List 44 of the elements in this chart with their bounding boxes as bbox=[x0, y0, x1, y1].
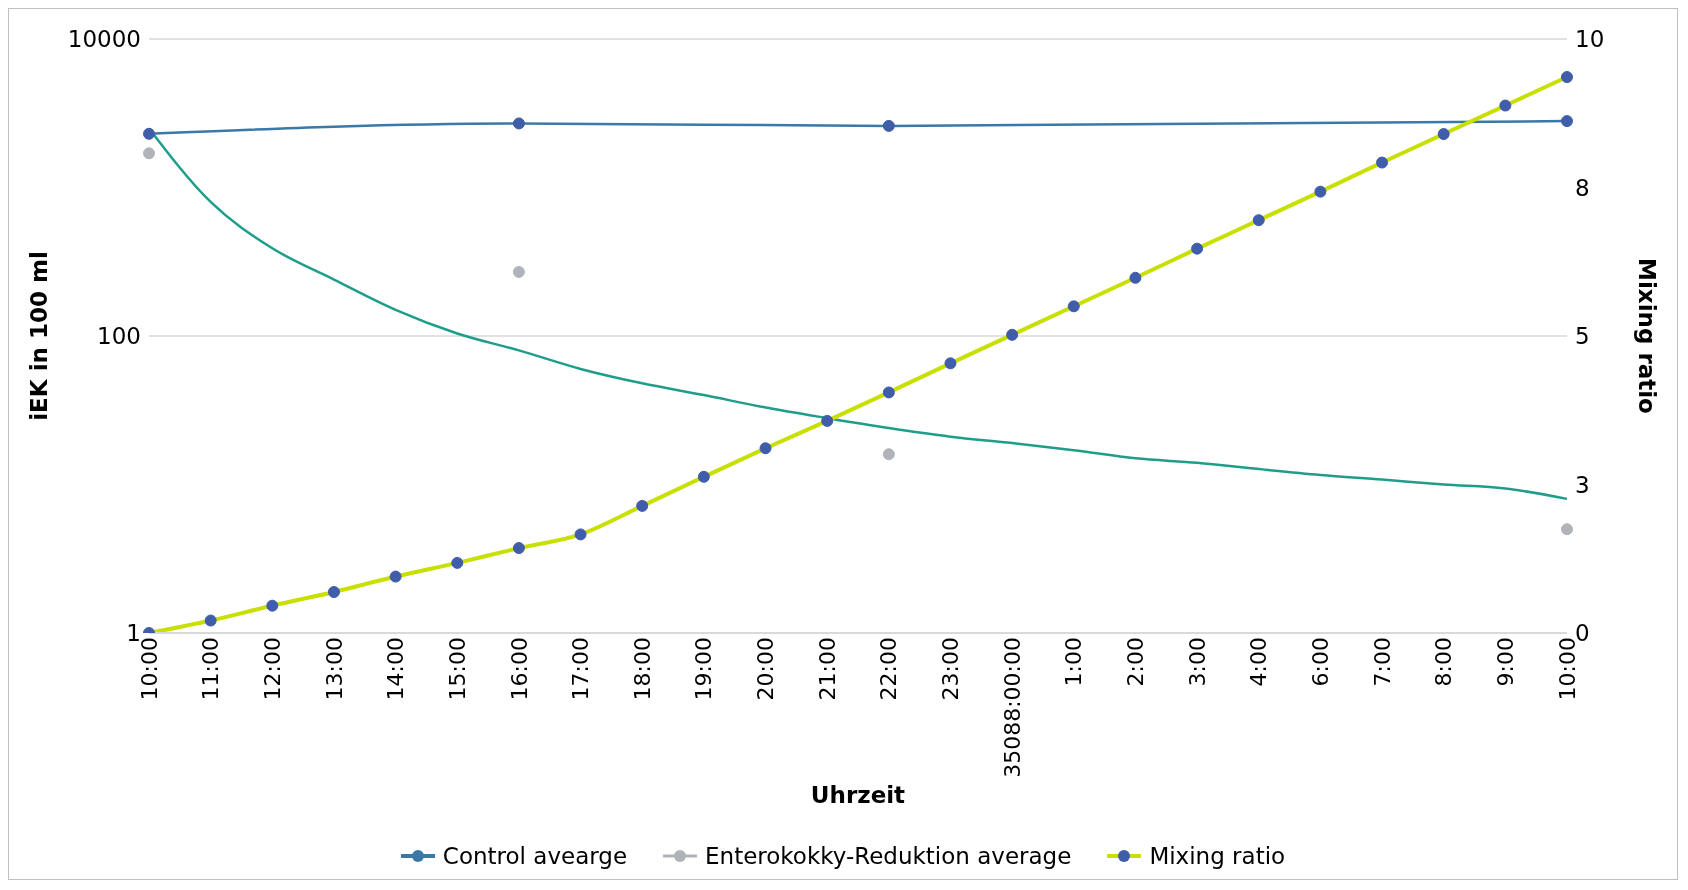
point bbox=[143, 127, 155, 140]
x-tick-label: 19:00 bbox=[691, 637, 717, 701]
x-tick-label: 20:00 bbox=[753, 637, 779, 701]
x-axis-title: Uhrzeit bbox=[810, 782, 906, 808]
point bbox=[512, 117, 525, 130]
y-tick-label: 100 bbox=[97, 323, 141, 350]
legend-label: Control avearge bbox=[442, 843, 628, 869]
x-tick-label: 21:00 bbox=[814, 637, 840, 701]
y2-tick-label: 3 bbox=[1575, 471, 1590, 498]
legend-label: Enterokokky-Reduktion average bbox=[705, 843, 1072, 869]
x-tick-label: 8:00 bbox=[1431, 637, 1457, 687]
y-axis-title: iEK in 100 ml bbox=[26, 251, 53, 421]
x-tick-label: 15:00 bbox=[444, 637, 470, 701]
y-tick-label: 1 bbox=[126, 620, 141, 647]
point bbox=[882, 119, 895, 132]
point bbox=[1561, 115, 1573, 128]
x-tick-label: 11:00 bbox=[198, 637, 224, 701]
x-tick-label: 6:00 bbox=[1308, 637, 1334, 687]
x-tick-label: 22:00 bbox=[876, 637, 902, 701]
x-tick-label: 4:00 bbox=[1246, 637, 1272, 687]
y2-tick-label: 8 bbox=[1575, 174, 1590, 201]
y2-tick-label: 10 bbox=[1575, 26, 1605, 53]
point bbox=[882, 448, 895, 461]
x-tick-label: 7:00 bbox=[1369, 637, 1395, 687]
y2-axis-title: Mixing ratio bbox=[1633, 258, 1660, 414]
x-tick-label: 17:00 bbox=[568, 637, 594, 701]
legend-label: Mixing ratio bbox=[1149, 843, 1286, 869]
y2-tick-label: 0 bbox=[1575, 620, 1590, 647]
x-tick-label: 13:00 bbox=[321, 637, 347, 701]
x-tick-label: 16:00 bbox=[506, 637, 532, 701]
point bbox=[1561, 523, 1573, 536]
x-tick-label: 14:00 bbox=[383, 637, 409, 701]
x-tick-label: 18:00 bbox=[629, 637, 655, 701]
x-tick-label: 1:00 bbox=[1061, 637, 1087, 687]
x-tick-label: 12:00 bbox=[259, 637, 285, 701]
x-tick-label: 3:00 bbox=[1184, 637, 1210, 687]
x-tick-label: 23:00 bbox=[938, 637, 964, 701]
y2-tick-label: 5 bbox=[1575, 323, 1590, 350]
x-tick-label: 9:00 bbox=[1492, 637, 1518, 687]
x-tick-label: 2:00 bbox=[1123, 637, 1149, 687]
point bbox=[512, 265, 525, 278]
x-tick-label: 35088:00:00 bbox=[999, 637, 1025, 778]
point bbox=[143, 147, 155, 160]
y-tick-label: 10000 bbox=[67, 26, 141, 53]
